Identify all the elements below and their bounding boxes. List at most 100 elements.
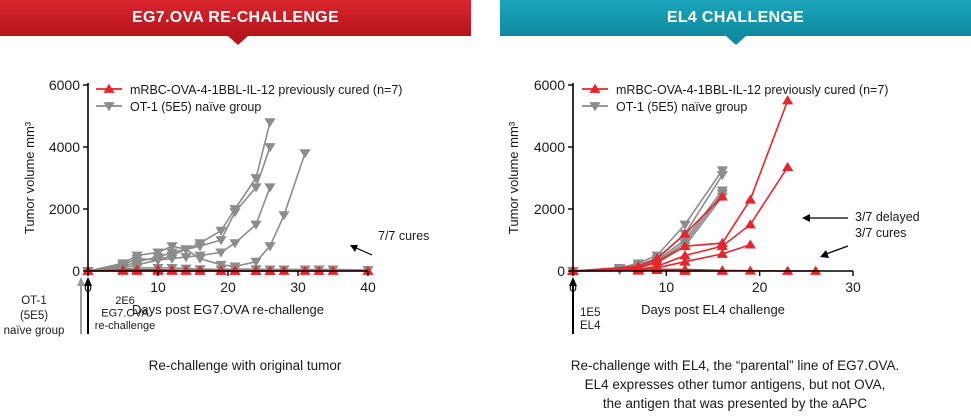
chart1-series-4-point-8 (215, 260, 227, 270)
chart1-series-2-point-5 (166, 248, 178, 258)
chart1-series-4-point-11 (264, 242, 276, 252)
chart2-series-1-point-6 (716, 166, 728, 176)
chart1-series-3-point-6 (180, 253, 192, 263)
right-caption-line-2: EL4 expresses other tumor antigens, but … (584, 377, 886, 392)
chart2-series-8-point-6 (744, 219, 756, 229)
left-banner: EG7.OVA RE-CHALLENGE (0, 0, 471, 36)
chart2-series-11-point-2 (632, 265, 644, 275)
chart1-series-2-point-8 (215, 236, 227, 246)
chart2-series-6-point-4 (679, 228, 691, 238)
chart2-annotation-el4-arrowhead (569, 277, 577, 286)
chart1-series-4-point-6 (180, 245, 192, 255)
chart1-annotation-ot1-line-2: (5E5) (20, 310, 48, 322)
chart1-series-3-point-11 (264, 183, 276, 193)
chart1-series-4-point-13 (299, 149, 311, 159)
chart1-annotation-rechallenge-line-3: re-challenge (95, 320, 156, 332)
chart2-series-8-point-4 (679, 250, 691, 260)
chart1-series-3-point-9 (229, 239, 241, 249)
chart2-series-7-point-7 (782, 95, 794, 105)
chart1-xtick-label-40: 40 (360, 279, 376, 295)
chart1-series-1-point-8 (215, 226, 227, 236)
chart1-series-5-line (87, 267, 369, 272)
chart1-legend-red-label: mRBC-OVA-4-1BBL-IL-12 previously cured (… (130, 83, 402, 97)
chart1-series-2-point-11 (264, 143, 276, 153)
chart1-series-2-point-9 (229, 208, 241, 218)
chart2-series-7-point-6 (744, 194, 756, 204)
chart2-ytick-label-2000: 2000 (534, 201, 565, 217)
chart1-annotation-rechallenge-line-2: EG7.OVA (101, 308, 149, 320)
chart1-series-4-point-5 (166, 242, 178, 252)
chart2-annotation-cures-arrowhead (820, 250, 829, 258)
chart1-annotation-rechallenge-line-1: 2E6 (115, 295, 135, 307)
chart1-xlabel: Days post EG7.OVA re-challenge (132, 302, 324, 317)
chart1-series-3-point-10 (250, 220, 262, 230)
chart2-legend-red-label: mRBC-OVA-4-1BBL-IL-12 previously cured (… (616, 83, 888, 97)
chart1-series-2-point-7 (194, 242, 206, 252)
chart1-series-4-point-4 (152, 248, 164, 258)
chart1-ytick-label-6000: 6000 (49, 77, 80, 93)
chart2-series-10-point-6 (744, 265, 756, 275)
left-caption-text: Re-challenge with original tumor (148, 358, 342, 373)
chart2-ytick-label-6000: 6000 (534, 77, 565, 93)
chart1-series-3-line (87, 187, 271, 272)
chart1-ylabel: Tumor volume mm³ (22, 121, 37, 234)
chart2-series-6-point-5 (716, 191, 728, 201)
chart2-legend-gray-marker (589, 102, 601, 112)
chart1-series-3-point-5 (166, 254, 178, 264)
chart2-xtick-label-10: 10 (659, 279, 675, 295)
chart1-annotation-ot1-line-3: naïve group (4, 325, 65, 337)
chart1-legend-gray-label: OT-1 (5E5) naïve group (130, 100, 261, 114)
chart1-xtick-label-10: 10 (150, 279, 166, 295)
chart1-series-3-point-8 (215, 248, 227, 258)
chart2-series-2-point-6 (716, 171, 728, 181)
chart2-series-8-point-5 (716, 241, 728, 251)
left-caption: Re-challenge with original tumor (80, 356, 410, 375)
chart1-series-2-point-10 (250, 183, 262, 193)
chart2-annotation-el4-line-1: 1E5 (580, 307, 600, 319)
chart2-ytick-label-4000: 4000 (534, 139, 565, 155)
chart2-annotation-delayed-arrowhead (802, 214, 810, 222)
chart1-series-4-point-12 (278, 211, 290, 221)
chart1-legend-red-marker (103, 83, 115, 93)
chart1-series-3-point-4 (152, 256, 164, 266)
chart1-ytick-label-2000: 2000 (49, 201, 80, 217)
chart1-series-4-point-10 (250, 257, 262, 267)
left-banner-title: EG7.OVA RE-CHALLENGE (132, 9, 339, 26)
chart2-xtick-label-20: 20 (752, 279, 768, 295)
chart1-annotation-cures-arrowhead (350, 245, 358, 252)
chart2-series-8-point-7 (782, 161, 794, 172)
chart2-series-1-point-5 (679, 220, 691, 230)
chart1-xtick-label-30: 30 (290, 279, 306, 295)
right-banner: EL4 CHALLENGE (500, 0, 971, 36)
chart2-legend-red-marker (589, 83, 601, 93)
chart2-series-9-point-6 (744, 239, 756, 249)
chart2-annotation-el4-line-2: EL4 (580, 320, 601, 332)
chart1-series-4-point-7 (194, 254, 206, 264)
chart1-ytick-label-0: 0 (72, 263, 80, 279)
chart2-xlabel: Days post EL4 challenge (641, 302, 785, 317)
chart2-ytick-label-0: 0 (557, 263, 565, 279)
chart1-series-1-line (87, 122, 271, 272)
chart1-annotation-ot1-arrowhead (77, 277, 85, 286)
chart1-ytick-label-4000: 4000 (49, 139, 80, 155)
chart2-series-9-point-5 (716, 248, 728, 258)
chart1-xtick-label-20: 20 (220, 279, 236, 295)
chart1-series-4-point-3 (131, 251, 143, 261)
right-caption-line-1: Re-challenge with EL4, the “parental” li… (570, 358, 900, 373)
chart2-annotation-cures: 3/7 cures (855, 226, 906, 240)
chart1-series-4-point-2 (117, 259, 129, 269)
chart2-legend-gray-label: OT-1 (5E5) naïve group (616, 100, 747, 114)
right-banner-title: EL4 CHALLENGE (666, 9, 805, 26)
chart2-series-7-point-4 (679, 241, 691, 251)
chart1-annotation-cures: 7/7 cures (378, 229, 429, 243)
chart2-series-9-point-4 (679, 256, 691, 266)
chart1-annotation-cures-arrow (353, 246, 373, 256)
chart1-series-1-point-10 (250, 174, 262, 184)
chart2-ylabel: Tumor volume mm³ (506, 121, 521, 234)
chart1-series-1-point-11 (264, 118, 276, 128)
right-caption: Re-challenge with EL4, the “parental” li… (520, 356, 950, 413)
chart2-xtick-label-30: 30 (845, 279, 861, 295)
right-banner-notch (726, 36, 746, 45)
right-caption-line-3: the antigen that was presented by the aA… (602, 396, 868, 411)
